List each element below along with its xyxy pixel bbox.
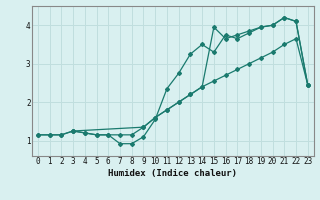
X-axis label: Humidex (Indice chaleur): Humidex (Indice chaleur)	[108, 169, 237, 178]
